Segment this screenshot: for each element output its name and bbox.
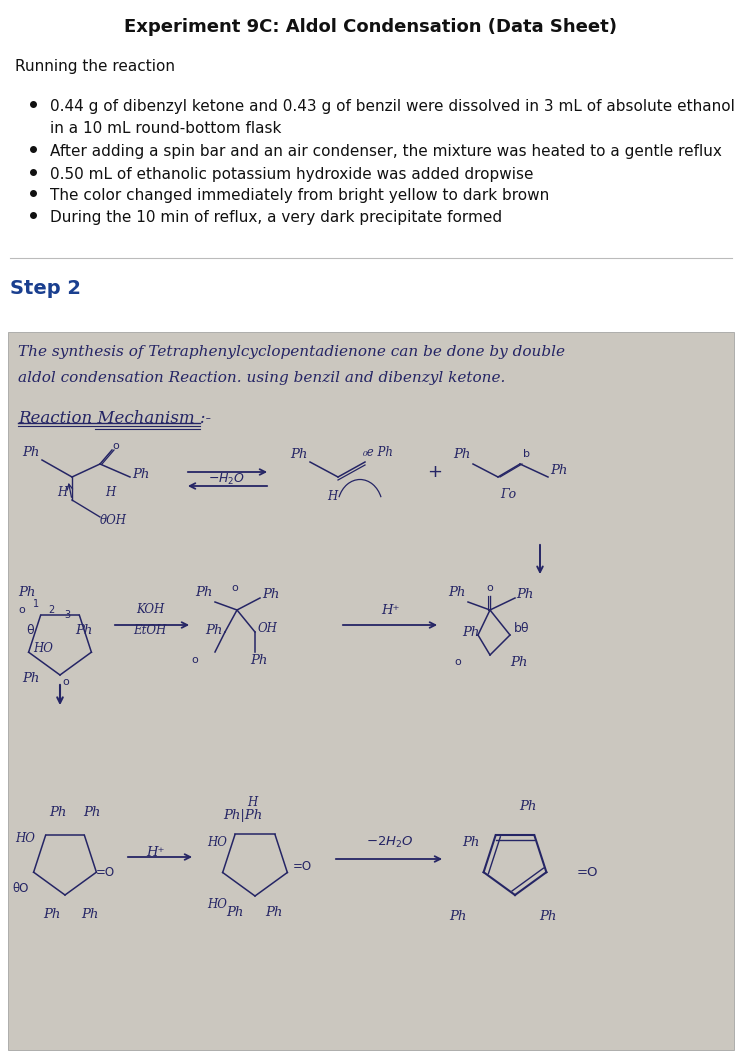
Text: Ph: Ph (290, 448, 307, 461)
Text: o: o (455, 657, 462, 667)
Text: Ph: Ph (550, 464, 568, 476)
Text: Ph: Ph (132, 468, 149, 481)
Text: HO: HO (15, 833, 35, 845)
Text: o: o (62, 677, 69, 687)
Text: Ph|Ph: Ph|Ph (223, 809, 263, 822)
Text: 0.44 g of dibenzyl ketone and 0.43 g of benzil were dissolved in 3 mL of absolut: 0.44 g of dibenzyl ketone and 0.43 g of … (50, 99, 735, 114)
Text: OH: OH (258, 622, 278, 635)
Text: Experiment 9C: Aldol Condensation (Data Sheet): Experiment 9C: Aldol Condensation (Data … (125, 18, 617, 36)
Text: $-H_2O$: $-H_2O$ (209, 471, 246, 487)
Text: During the 10 min of reflux, a very dark precipitate formed: During the 10 min of reflux, a very dark… (50, 210, 502, 225)
Text: Ph: Ph (516, 587, 533, 601)
Text: Ph: Ph (462, 836, 479, 848)
Text: Ph: Ph (450, 910, 467, 922)
Text: 2: 2 (48, 605, 54, 614)
Text: o: o (112, 441, 119, 451)
Text: o: o (487, 583, 493, 593)
Text: Ph: Ph (18, 586, 36, 599)
Text: bθ: bθ (514, 622, 530, 635)
Text: b: b (523, 449, 530, 458)
Text: H: H (57, 486, 67, 499)
Bar (8, 332, 734, 1050)
Text: The synthesis of Tetraphenylcyclopentadienone can be done by double: The synthesis of Tetraphenylcyclopentadi… (18, 345, 565, 359)
Text: $-2H_2O$: $-2H_2O$ (366, 835, 414, 850)
Text: Ph: Ph (82, 907, 99, 920)
Text: 3: 3 (64, 610, 70, 620)
Text: Ph: Ph (22, 446, 39, 458)
Text: ₀e Ph: ₀e Ph (362, 446, 393, 458)
Text: Ph: Ph (195, 586, 212, 599)
Text: Γo: Γo (500, 488, 516, 501)
Text: θOH: θOH (100, 513, 127, 527)
Text: o: o (18, 605, 24, 614)
Text: Ph: Ph (205, 624, 223, 637)
Text: in a 10 mL round-bottom flask: in a 10 mL round-bottom flask (50, 121, 281, 136)
Text: Running the reaction: Running the reaction (15, 59, 175, 74)
Text: =O: =O (577, 865, 599, 878)
Text: Ph: Ph (462, 625, 479, 639)
Text: o: o (191, 655, 198, 665)
Text: Ph: Ph (519, 800, 536, 813)
Text: H: H (247, 796, 257, 808)
Text: +: + (427, 463, 442, 481)
Text: The color changed immediately from bright yellow to dark brown: The color changed immediately from brigh… (50, 188, 549, 203)
Text: Ph: Ph (510, 656, 528, 668)
Text: Ph: Ph (262, 587, 280, 601)
Text: HO: HO (207, 836, 227, 848)
Text: θ: θ (26, 624, 33, 637)
Text: Ph: Ph (22, 671, 39, 684)
Text: H: H (105, 486, 115, 499)
Text: H⁺: H⁺ (145, 845, 164, 859)
Text: EtOH: EtOH (134, 624, 167, 637)
Text: Ph: Ph (266, 905, 283, 918)
Text: Ph: Ph (539, 910, 556, 922)
Text: H⁺: H⁺ (381, 604, 399, 617)
Text: Ph: Ph (250, 653, 267, 666)
Text: o: o (232, 583, 238, 593)
Text: Step 2: Step 2 (10, 279, 81, 298)
Text: HO: HO (207, 898, 227, 911)
Text: Reaction Mechanism :-: Reaction Mechanism :- (18, 410, 211, 427)
Text: 0.50 mL of ethanolic potassium hydroxide was added dropwise: 0.50 mL of ethanolic potassium hydroxide… (50, 167, 533, 182)
Text: HO: HO (33, 642, 53, 655)
Text: Ph: Ph (448, 586, 465, 599)
Text: After adding a spin bar and an air condenser, the mixture was heated to a gentle: After adding a spin bar and an air conde… (50, 144, 722, 159)
Text: 1: 1 (33, 599, 39, 609)
Text: Ph: Ph (43, 907, 61, 920)
Text: =O: =O (96, 865, 115, 878)
Text: θO: θO (12, 882, 28, 896)
Text: Ph: Ph (453, 448, 470, 461)
Text: aldol condensation Reaction. using benzil and dibenzyl ketone.: aldol condensation Reaction. using benzi… (18, 371, 505, 385)
Text: Ph: Ph (83, 805, 101, 819)
Text: KOH: KOH (136, 603, 164, 616)
Text: Ph: Ph (75, 624, 92, 637)
Text: Ph: Ph (226, 905, 243, 918)
Text: H: H (327, 490, 337, 504)
Text: Ph: Ph (49, 805, 67, 819)
Text: =O: =O (293, 859, 312, 873)
